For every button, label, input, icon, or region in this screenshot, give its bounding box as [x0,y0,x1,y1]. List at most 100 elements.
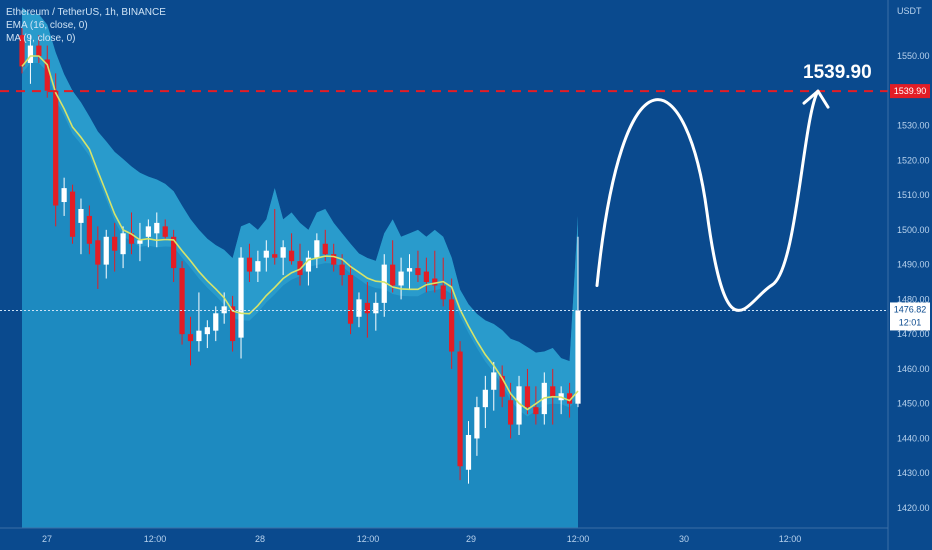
annotation-layer [0,89,888,312]
candle-body [398,271,404,286]
candle [196,292,202,352]
candle-body [255,261,261,272]
target-price-text: 1539.90 [803,62,872,83]
candle [246,243,253,282]
x-tick-label: 12:00 [567,534,590,544]
candle-body [288,250,295,262]
candle [491,361,497,411]
candle-body [221,306,227,314]
candle-body [196,330,202,342]
y-tick-label: 1510.00 [897,190,930,200]
candle [347,264,354,335]
y-tick-label: 1450.00 [897,399,930,409]
candle-body [19,35,25,67]
candle-body [27,45,34,63]
candle-body [550,386,556,397]
candle-body [61,188,67,203]
candle-body [339,264,345,276]
candle-body [314,240,320,258]
candle-body [154,222,160,234]
candle-body [78,208,84,223]
chart-legend: Ethereum / TetherUS, 1h, BINANCE EMA (16… [6,6,166,45]
candle [255,250,261,282]
candle [187,316,194,366]
ma-line [21,55,579,411]
candle-body [465,434,472,470]
indicator-band [22,7,578,417]
candle-body [373,302,379,314]
y-tick-label: 1490.00 [897,260,930,270]
candle-body [213,313,219,331]
candle-body [263,250,269,258]
candle-body [432,278,438,286]
candle-body [272,254,278,258]
candle [263,240,269,272]
candle [457,341,463,481]
candle [78,198,84,255]
candle [432,250,438,293]
candle-body [566,393,573,404]
y-tick-label: 1440.00 [897,433,930,443]
candle [516,375,522,435]
candle-body [390,264,396,286]
candle-body [171,236,177,269]
candle [423,257,429,293]
candle-body [381,264,387,303]
candle [533,386,539,425]
countdown-text: 12:01 [899,317,922,327]
candle [86,205,93,255]
y-tick-label: 1420.00 [897,503,930,513]
candle [280,240,286,276]
candle-body [415,268,421,276]
candles-layer[interactable] [19,28,581,484]
candle [154,212,160,248]
candle [356,292,362,328]
candle [373,292,379,331]
x-tick-label: 29 [466,534,476,544]
y-tick-label: 1460.00 [897,364,930,374]
candle-body [53,90,59,206]
candle-body [103,236,109,265]
candle-body [331,254,337,265]
candle-body [440,285,446,300]
candle-body [516,386,522,425]
candle [95,226,101,289]
candle [69,184,76,244]
x-tick-label: 12:00 [779,534,802,544]
candle-body [305,257,312,272]
candle [238,247,244,359]
candle-body [128,233,135,244]
y-tick-label: 1480.00 [897,294,930,304]
candle-body [364,302,371,314]
candle-body [137,240,143,244]
candle-body [44,59,50,91]
candle [288,233,295,265]
candle [524,368,531,415]
candle [272,208,278,265]
y-tick-label: 1430.00 [897,468,930,478]
y-tick-label: 1500.00 [897,225,930,235]
candle-body [474,407,480,439]
candle [364,282,371,338]
candle-body [162,226,168,237]
current-price-tag: 1476.82 12:01 [890,302,930,331]
y-tick-label: 1530.00 [897,121,930,131]
candle [390,240,396,293]
y-tick-label: 1520.00 [897,155,930,165]
candle-body [246,257,253,272]
target-price-tag: 1539.90 [890,84,930,99]
candle-body [69,191,76,237]
candle [499,365,505,408]
candle [474,396,480,456]
candle [171,229,177,282]
legend-symbol: Ethereum / TetherUS, 1h, BINANCE [6,7,166,18]
forecast-arrowhead [802,89,830,109]
ma-line-layer [21,55,579,411]
candle [381,254,387,317]
x-tick-label: 12:00 [144,534,167,544]
current-price-text: 1476.82 [894,304,927,314]
candle-body [491,372,497,390]
